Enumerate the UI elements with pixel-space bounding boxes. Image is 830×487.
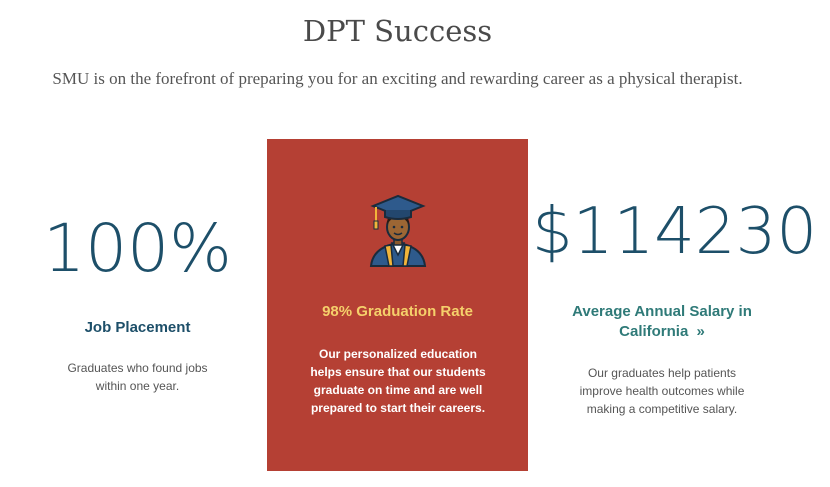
salary-link-label: Average Annual Salary in California xyxy=(572,303,752,340)
stat-average-salary: $114230 Average Annual Salary in Califor… xyxy=(532,195,818,418)
stat-description: Our graduates help patients improve heal… xyxy=(579,366,745,416)
salary-link[interactable]: Average Annual Salary in California » xyxy=(567,302,757,342)
stat-description: Graduates who found jobs within one year… xyxy=(67,361,208,393)
stat-job-placement: 100% Job Placement Graduates who found j… xyxy=(40,216,235,395)
stat-label: Job Placement xyxy=(84,319,191,336)
page-title: DPT Success xyxy=(302,14,493,48)
stat-label: 98% Graduation Rate xyxy=(322,303,473,320)
stat-description: Our personalized education helps ensure … xyxy=(310,347,486,415)
stat-value: 100% xyxy=(43,210,232,287)
stat-value: $114230 xyxy=(532,195,818,269)
graduation-rate-card: 98% Graduation Rate Our personalized edu… xyxy=(267,139,528,471)
chevron-right-icon: » xyxy=(696,323,705,340)
page-subtitle: SMU is on the forefront of preparing you… xyxy=(52,69,743,88)
graduate-icon xyxy=(369,194,427,267)
